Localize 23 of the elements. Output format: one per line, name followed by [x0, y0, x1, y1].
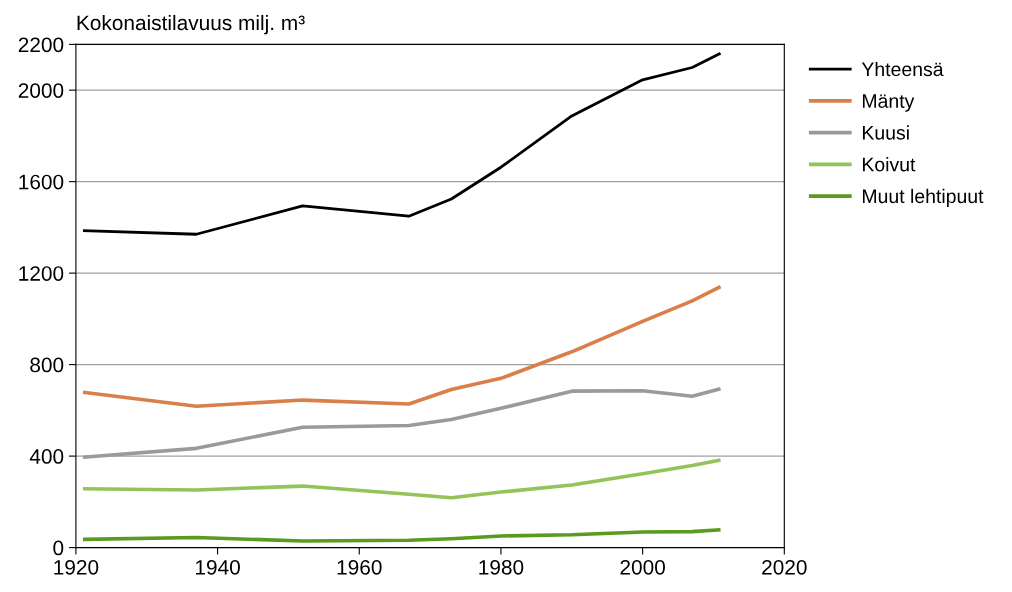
legend-label: Kuusi — [862, 125, 909, 140]
x-tick-label: 1960 — [337, 559, 382, 575]
legend-label: Muut lehtipuut — [862, 188, 984, 207]
y-tick-label: 0 — [53, 540, 64, 556]
line-series — [81, 51, 722, 236]
line-series — [81, 458, 723, 500]
y-tick-label: 2200 — [18, 37, 64, 53]
y-tick-label: 400 — [29, 449, 64, 464]
x-tick-label: 2000 — [620, 559, 665, 575]
x-tick-label: 2020 — [762, 559, 807, 575]
legend-label: Mänty — [862, 94, 915, 112]
line-series — [81, 284, 723, 409]
legend-label: Yhteensä — [861, 61, 944, 77]
x-tick-label: 1940 — [196, 559, 240, 575]
y-axis-title: Kokonaistilavuus milj. m³ — [77, 14, 305, 35]
legend-label: Koivut — [862, 157, 916, 172]
y-tick-label: 1600 — [19, 174, 64, 190]
x-tick-label: 1980 — [479, 559, 524, 575]
line-series — [81, 527, 723, 543]
x-tick-label: 1920 — [54, 559, 99, 575]
y-tick-label: 800 — [30, 357, 64, 373]
y-tick-label: 1200 — [19, 266, 64, 281]
y-tick-label: 2000 — [18, 83, 64, 98]
